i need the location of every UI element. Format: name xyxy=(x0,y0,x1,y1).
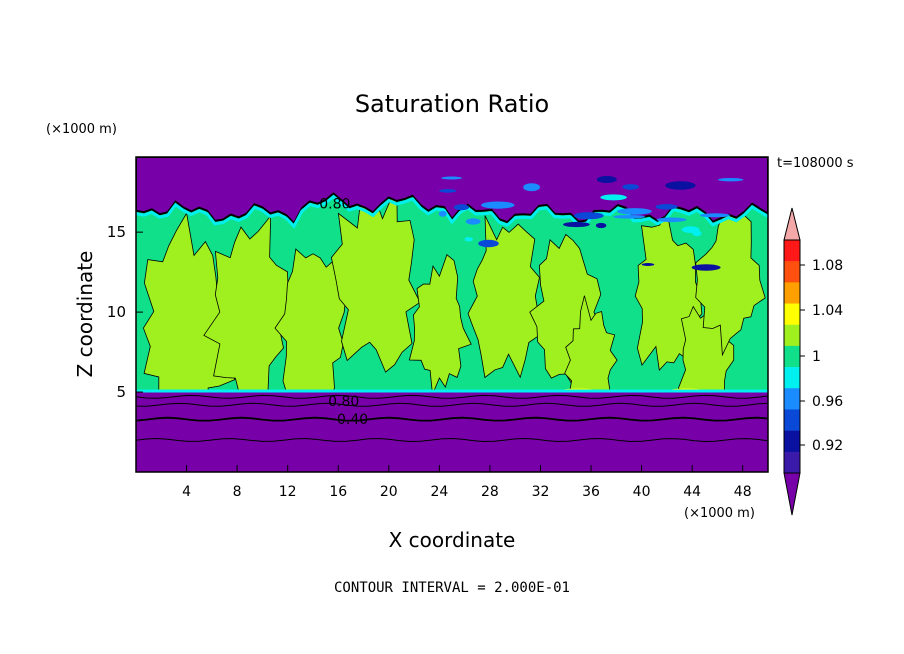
x-tick-label: 44 xyxy=(683,484,701,500)
contour-label: 0.80 xyxy=(319,196,350,212)
streak xyxy=(573,212,604,220)
supersaturated-blob xyxy=(203,214,289,407)
x-tick-label: 28 xyxy=(481,484,499,500)
contour-line xyxy=(136,416,768,422)
streak xyxy=(563,221,590,228)
colorbar-label: 0.92 xyxy=(812,438,843,454)
streak xyxy=(600,194,627,201)
colorbar-top-arrow xyxy=(783,207,801,241)
streak xyxy=(523,183,540,192)
streak xyxy=(656,217,687,223)
contour-lines xyxy=(136,394,768,443)
streak xyxy=(622,184,639,190)
streak xyxy=(464,237,473,242)
x-tick-label: 4 xyxy=(182,484,191,500)
streak xyxy=(641,263,655,266)
streak xyxy=(438,210,447,217)
y-tick-label: 10 xyxy=(107,303,126,321)
x-tick-label: 20 xyxy=(380,484,398,500)
supersaturated-blob xyxy=(695,213,766,357)
streak xyxy=(613,215,646,219)
colorbar-band xyxy=(784,409,800,431)
x-tick-label: 36 xyxy=(582,484,600,500)
supersaturated-blob xyxy=(408,254,472,395)
colorbar-bottom-arrow xyxy=(783,472,801,516)
x-tick-label: 12 xyxy=(279,484,297,500)
x-tick-label: 40 xyxy=(633,484,651,500)
contour-line xyxy=(136,394,768,399)
x-tick-label: 16 xyxy=(329,484,347,500)
streak xyxy=(681,226,700,234)
plot-area: 0.80 0.80 0.40 xyxy=(136,157,768,472)
supersaturated-blob xyxy=(467,215,540,379)
y-tick-label: 15 xyxy=(107,223,126,241)
streak xyxy=(699,213,731,218)
colorbar-label: 1.04 xyxy=(812,303,843,319)
x-tick-label: 48 xyxy=(734,484,752,500)
y-tick-label: 5 xyxy=(116,383,126,401)
streak xyxy=(439,189,457,193)
x-tick-label: 32 xyxy=(532,484,550,500)
colorbar-band xyxy=(784,430,800,453)
contour-labels: 0.80 0.80 0.40 xyxy=(319,196,368,428)
colorbar-label: 0.96 xyxy=(812,394,843,410)
time-label: t=108000 s xyxy=(777,156,854,171)
streak xyxy=(655,204,678,210)
colorbar: 0.92 0.96 1 1.04 1.08 xyxy=(783,207,843,516)
contour-interval-note: CONTOUR INTERVAL = 2.000E-01 xyxy=(334,580,570,596)
contour-line xyxy=(136,402,768,407)
streak xyxy=(465,218,481,225)
x-unit-label: (×1000 m) xyxy=(684,506,755,521)
colorbar-band xyxy=(784,388,800,410)
y-axis-ticks: 5 10 15 xyxy=(107,223,143,401)
streak xyxy=(691,264,721,271)
colorbar-band xyxy=(784,282,800,304)
colorbar-band xyxy=(784,367,800,389)
lower-dry-layer xyxy=(136,392,768,472)
plot-frame xyxy=(135,156,769,473)
colorbar-band xyxy=(784,345,800,368)
y-unit-label: (×1000 m) xyxy=(46,122,117,137)
x-axis-ticks: 4 8 12 16 20 24 28 32 36 40 44 48 xyxy=(182,465,752,500)
streak xyxy=(453,204,470,211)
streak xyxy=(718,178,744,182)
streak xyxy=(595,222,607,229)
colorbar-label: 1 xyxy=(812,349,821,365)
colorbar-band xyxy=(784,240,800,262)
x-axis-label: X coordinate xyxy=(389,528,516,552)
x-tick-label: 24 xyxy=(430,484,448,500)
colorbar-band xyxy=(784,324,800,347)
streak xyxy=(665,181,696,190)
streak xyxy=(481,201,515,209)
contour-line xyxy=(136,437,768,443)
x-tick-label: 8 xyxy=(233,484,242,500)
contour-label: 0.80 xyxy=(328,394,359,410)
streak xyxy=(441,176,462,180)
y-axis-label: Z coordinate xyxy=(73,251,97,378)
contour-label: 0.40 xyxy=(337,412,368,428)
colorbar-band xyxy=(784,451,800,474)
streak xyxy=(478,239,499,248)
upper-layer-streaks xyxy=(438,175,744,271)
streak xyxy=(617,208,652,215)
chart-title: Saturation Ratio xyxy=(355,90,549,118)
colorbar-band xyxy=(784,303,800,326)
colorbar-label: 1.08 xyxy=(812,258,843,274)
colorbar-band xyxy=(784,261,800,283)
streak xyxy=(596,175,617,184)
